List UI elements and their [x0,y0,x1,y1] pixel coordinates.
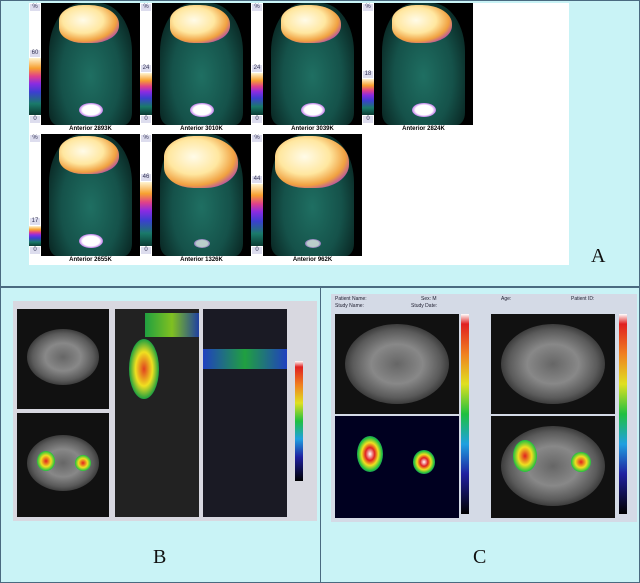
image-caption: Anterior 2824K [402,126,445,132]
scintigraphy-image: % 17 0 Anterior 2655K [29,134,140,264]
scintigraphy-image: % 24 0 Anterior 3039K [251,3,362,133]
image-caption: Anterior 962K [292,257,333,263]
anterior-view [263,134,362,256]
scale-unit: % [30,135,40,142]
scale-min: 0 [30,116,40,123]
color-scale-bar [461,314,469,514]
panel-b: B [0,287,321,583]
scale-unit: % [141,4,151,11]
ct-axial-image [335,314,459,414]
spect-axial-image [335,416,459,518]
intensity-scale: % 46 0 [140,134,152,256]
scale-unit: % [30,4,40,11]
scale-unit: % [363,4,373,11]
image-caption: Anterior 2655K [69,257,112,263]
patient-id-label: Patient ID: [571,296,595,302]
scintigraphy-image: % 60 0 Anterior 2893K [29,3,140,133]
scale-min: 0 [363,116,373,123]
scale-max: 18 [363,71,373,78]
intensity-scale: % 18 0 [362,3,374,125]
panel-c: Patient Name: Sex: M Age: Patient ID: St… [320,287,640,583]
color-scale-bar [29,58,41,115]
scale-min: 0 [30,247,40,254]
scale-min: 0 [252,247,262,254]
anterior-view [41,3,140,125]
color-scale-bar [140,182,152,246]
anterior-view [152,134,251,256]
scintigraphy-grid: % 60 0 Anterior 2893K % 24 0 Anterior 30… [29,3,569,265]
color-scale-bar [29,226,41,246]
ct-axial-image [17,309,109,409]
study-name-label: Study Name: [335,303,364,309]
anterior-view [374,3,473,125]
image-caption: Anterior 2893K [69,126,112,132]
scale-max: 46 [141,174,151,181]
panel-b-label: B [153,546,167,568]
anterior-view [263,3,362,125]
color-scale-bar [251,73,263,115]
image-caption: Anterior 1326K [180,257,223,263]
scale-min: 0 [252,116,262,123]
anterior-view [152,3,251,125]
scale-max: 17 [30,218,40,225]
panel-a: % 60 0 Anterior 2893K % 24 0 Anterior 30… [0,0,640,287]
fused-sagittal-image [115,309,199,517]
color-scale-bar [362,79,374,115]
scale-unit: % [252,4,262,11]
intensity-scale: % 24 0 [251,3,263,125]
scale-max: 24 [252,65,262,72]
study-date-label: Study Date: [411,303,438,309]
image-caption: Anterior 3010K [180,126,223,132]
scale-max: 60 [30,50,40,57]
intensity-scale: % 44 0 [251,134,263,256]
scintigraphy-image: % 18 0 Anterior 2824K [362,3,473,133]
patient-name-label: Patient Name: [335,296,367,302]
color-scale-bar-2 [619,314,627,514]
scintigraphy-image: % 46 0 Anterior 1326K [140,134,251,264]
intensity-scale: % 60 0 [29,3,41,125]
sex-label: Sex: M [421,296,437,302]
scale-max: 44 [252,176,262,183]
scale-max: 24 [141,65,151,72]
scale-unit: % [252,135,262,142]
scale-min: 0 [141,116,151,123]
fused-axial-image [17,413,109,517]
fused-axial-image [491,416,615,518]
image-caption: Anterior 3039K [291,126,334,132]
scale-min: 0 [141,247,151,254]
scintigraphy-image: % 24 0 Anterior 3010K [140,3,251,133]
color-scale-bar [140,73,152,115]
panel-a-label: A [591,245,606,267]
color-scale-bar [251,184,263,246]
intensity-scale: % 17 0 [29,134,41,256]
scintigraphy-image: % 44 0 Anterior 962K [251,134,362,264]
panel-c-label: C [473,546,487,568]
intensity-scale: % 24 0 [140,3,152,125]
ct-axial-image-2 [491,314,615,414]
anterior-view [41,134,140,256]
scale-unit: % [141,135,151,142]
age-label: Age: [501,296,512,302]
fused-coronal-image [203,309,287,517]
spect-ct-comparison-view: Patient Name: Sex: M Age: Patient ID: St… [331,294,637,522]
color-scale-bar [295,361,303,481]
spect-ct-fusion-view [13,301,317,521]
